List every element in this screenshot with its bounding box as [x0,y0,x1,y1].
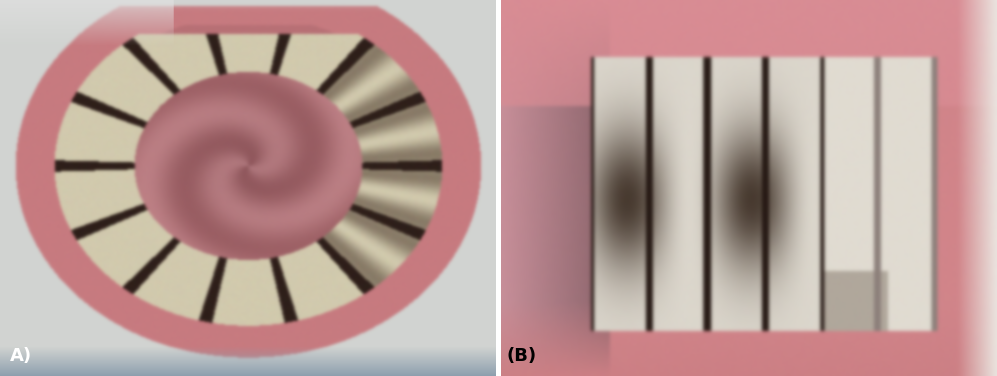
Text: (B): (B) [506,347,536,365]
Text: A): A) [10,347,32,365]
